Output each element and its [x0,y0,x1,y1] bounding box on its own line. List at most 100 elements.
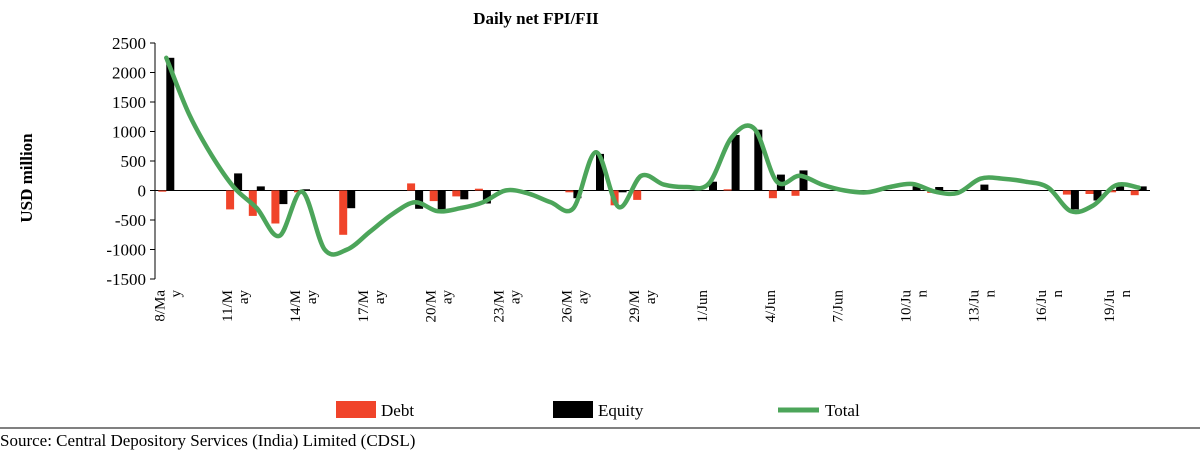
x-tick-label-line1: 1/Jun [695,290,711,323]
x-tick-label-line1: 14/M [288,290,304,323]
chart-title: Daily net FPI/FII [473,9,599,28]
legend-label-total: Total [825,401,860,420]
y-tick-label: 0 [138,182,147,201]
y-tick-labels: 2500 2000 1500 1000 500 0 -500 -1000 -1500 [106,34,155,289]
bar-equity [754,129,763,191]
bar-equity [347,190,356,209]
x-tick-label: 19/Ju n [1102,290,1134,323]
y-tick-label: 1000 [112,123,146,142]
bar-equity [460,190,469,200]
x-tick-label-line1: 26/M [559,290,575,323]
bar-debt [1062,190,1071,195]
x-tick-label-line1: 16/Ju [1034,290,1050,323]
bar-equity [935,187,944,191]
x-tick-label-line2: ay [643,290,659,305]
bar-debt [1130,190,1139,196]
bar-debt [768,190,777,199]
x-tick-label-line1: 23/M [492,290,508,323]
bar-debt [271,190,280,224]
axes [154,43,1150,279]
x-tick-label-line2: n [1118,290,1134,298]
bar-equity [596,153,604,191]
bar-debt [791,190,800,196]
bar-equity [1093,190,1102,201]
bar-equity [437,190,446,210]
y-tick-label: -1500 [106,270,146,289]
y-axis-label: USD million [17,133,36,223]
total-line [164,55,1141,257]
bar-debt [158,190,167,192]
x-tick-label-line1: 10/Ju [899,290,915,323]
x-tick-label-line1: 20/M [424,290,440,323]
x-tick-label-line2: ay [304,290,320,305]
x-tick-label: 23/M ay [492,290,524,323]
bar-debt [339,190,348,235]
bar-equity [799,170,808,191]
x-tick-label: 10/Ju n [899,290,931,323]
legend: Debt Equity Total [336,401,860,420]
x-tick-label-line1: 19/Ju [1102,290,1118,323]
source-note: Source: Central Depository Services (Ind… [0,431,416,450]
bar-debt [429,190,438,202]
x-tick-label: 1/Jun [695,290,711,323]
bar-equity [234,173,243,191]
x-tick-label: 4/Jun [763,290,779,323]
y-tick-label: 500 [121,152,147,171]
bar-debt [407,183,416,191]
bar-debt [633,190,642,200]
y-tick-label: -500 [115,211,146,230]
x-tick-label-line1: 8/Ma [152,290,168,322]
series-line-total [164,55,1141,257]
x-tick-label: 17/M ay [356,290,388,323]
x-tick-label-line1: 29/M [627,290,643,323]
x-tick-label: 29/M ay [627,290,659,323]
y-tick-label: 2500 [112,34,146,53]
bar-equity [709,181,717,191]
bar-debt [452,190,461,197]
bar-equity [482,190,491,204]
bars [158,57,1147,235]
bar-equity [731,135,740,191]
x-tick-label-line2: y [168,290,184,298]
x-tick-label-line1: 13/Ju [966,290,982,323]
y-tick-label: 2000 [112,64,146,83]
legend-swatch-debt [336,401,376,418]
bar-equity [279,190,288,205]
x-tick-label: 20/M ay [424,290,456,323]
bar-equity [980,184,989,191]
bar-debt [474,188,483,191]
x-tick-label-line2: n [1050,290,1066,298]
bar-debt [226,190,235,210]
bar-equity [1070,190,1079,210]
x-tick-label-line1: 17/M [356,290,372,323]
x-tick-label: 14/M ay [288,290,320,323]
x-tick-label: 11/M ay [220,290,252,322]
x-tick-label: 16/Ju n [1034,290,1066,323]
x-tick-label-line2: ay [236,290,252,305]
bar-equity [302,189,310,191]
legend-swatch-equity [553,401,593,418]
x-tick-label: 26/M ay [559,290,591,323]
x-tick-label: 7/Jun [831,290,847,323]
bar-equity [166,57,175,191]
x-tick-label-line2: n [982,290,998,298]
legend-label-debt: Debt [381,401,414,420]
x-tick-label: 13/Ju n [966,290,998,323]
bar-equity [256,186,265,191]
y-tick-label: 1500 [112,93,146,112]
x-tick-label-line2: ay [372,290,388,305]
x-tick-label-line2: ay [575,290,591,305]
bar-debt [1085,190,1094,194]
bar-equity [415,190,424,209]
x-tick-label: 8/Ma y [152,290,184,322]
x-tick-label-line1: 4/Jun [763,290,779,323]
bar-equity [1138,186,1147,191]
bar-equity [618,190,627,193]
x-tick-label-line1: 11/M [220,290,236,322]
y-tick-label: -1000 [106,241,146,260]
legend-label-equity: Equity [598,401,644,420]
x-tick-label-line2: ay [508,290,524,305]
bar-debt [1108,190,1117,193]
bar-debt [723,189,732,191]
